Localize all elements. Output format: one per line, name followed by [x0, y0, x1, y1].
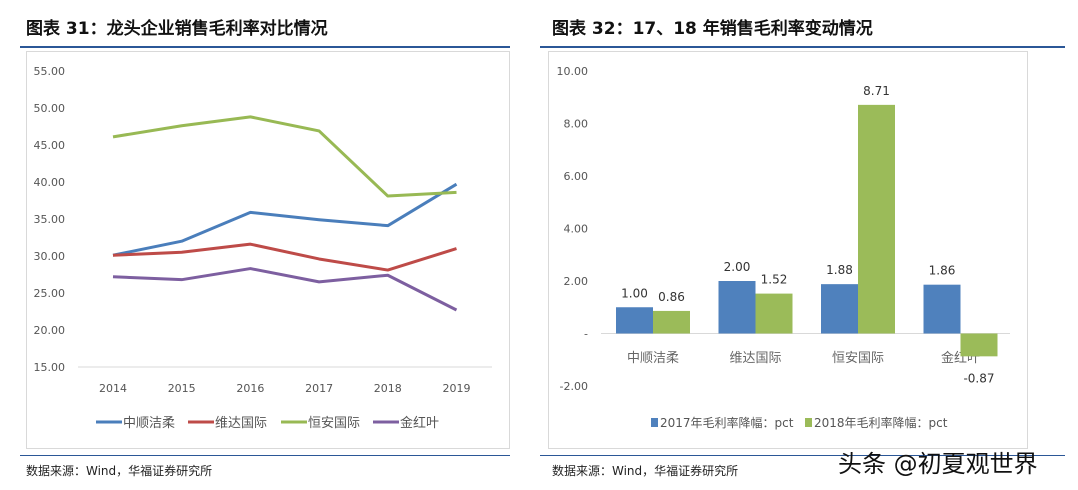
y-tick-label: 55.00 — [34, 65, 66, 78]
x-tick-label: 中顺洁柔 — [627, 351, 679, 366]
legend-label: 金红叶 — [400, 415, 439, 431]
bar — [616, 307, 653, 334]
x-tick-label: 恒安国际 — [832, 351, 884, 366]
y-tick-label: 8.00 — [564, 118, 589, 131]
y-tick-label: 4.00 — [564, 223, 589, 236]
y-tick-label: 40.00 — [34, 176, 66, 189]
data-label: -0.87 — [963, 371, 994, 385]
y-tick-label: 45.00 — [34, 139, 66, 152]
legend-swatch — [651, 418, 658, 427]
y-tick-label: -2.00 — [560, 380, 588, 393]
bar — [755, 293, 793, 334]
left-chart-frame — [26, 51, 510, 449]
y-tick-label: 6.00 — [564, 170, 589, 183]
right-title-rule — [540, 46, 1065, 48]
legend-label: 中顺洁柔 — [123, 416, 175, 431]
bar — [858, 104, 895, 334]
data-label: 0.86 — [658, 290, 685, 304]
y-tick-label: 20.00 — [34, 324, 66, 337]
y-tick-label: 15.00 — [34, 361, 66, 374]
y-tick-label: 10.00 — [557, 65, 589, 78]
data-label: 1.52 — [761, 273, 788, 287]
left-source: 数据来源：Wind，华福证券研究所 — [26, 464, 213, 478]
x-tick-label: 维达国际 — [729, 351, 781, 366]
x-tick-label: 2014 — [99, 382, 127, 395]
series-line — [112, 115, 457, 198]
left-chart-title: 图表 31：龙头企业销售毛利率对比情况 — [26, 19, 328, 39]
data-label: 8.71 — [863, 84, 890, 98]
data-label: 1.00 — [621, 286, 648, 300]
bar — [718, 281, 756, 334]
right-footer-rule — [540, 455, 1065, 456]
right-source: 数据来源：Wind，华福证券研究所 — [552, 464, 739, 478]
y-tick-label: 2.00 — [564, 275, 589, 288]
left-footer-rule — [20, 455, 510, 456]
x-tick-label: 2019 — [443, 382, 471, 395]
x-tick-label: 2018 — [374, 382, 402, 395]
legend-swatch — [805, 418, 812, 427]
y-tick-label: 25.00 — [34, 287, 66, 300]
bar — [923, 284, 961, 334]
legend-label: 2018年毛利率降幅：pct — [814, 415, 948, 430]
bar — [960, 333, 998, 357]
series-line — [112, 182, 458, 257]
legend-label: 2017年毛利率降幅：pct — [660, 415, 794, 430]
watermark: 头条 @初夏观世界 — [838, 450, 1038, 478]
series-line — [112, 267, 458, 312]
data-label: 2.00 — [724, 260, 751, 274]
bar — [821, 284, 858, 334]
data-label: 1.86 — [929, 264, 956, 278]
legend-label: 恒安国际 — [308, 416, 360, 431]
x-tick-label: 2015 — [168, 382, 196, 395]
x-tick-label: 2016 — [236, 382, 264, 395]
right-chart-title: 图表 32：17、18 年销售毛利率变动情况 — [552, 19, 873, 39]
left-title-rule — [20, 46, 510, 48]
legend-label: 维达国际 — [215, 416, 267, 431]
bar — [653, 310, 690, 334]
y-tick-label: 50.00 — [34, 102, 66, 115]
y-tick-label: - — [584, 328, 588, 341]
y-tick-label: 35.00 — [34, 213, 66, 226]
series-line — [112, 242, 457, 272]
data-label: 1.88 — [826, 263, 853, 277]
x-tick-label: 2017 — [305, 382, 333, 395]
right-chart-frame — [548, 51, 1028, 449]
y-tick-label: 30.00 — [34, 250, 66, 263]
